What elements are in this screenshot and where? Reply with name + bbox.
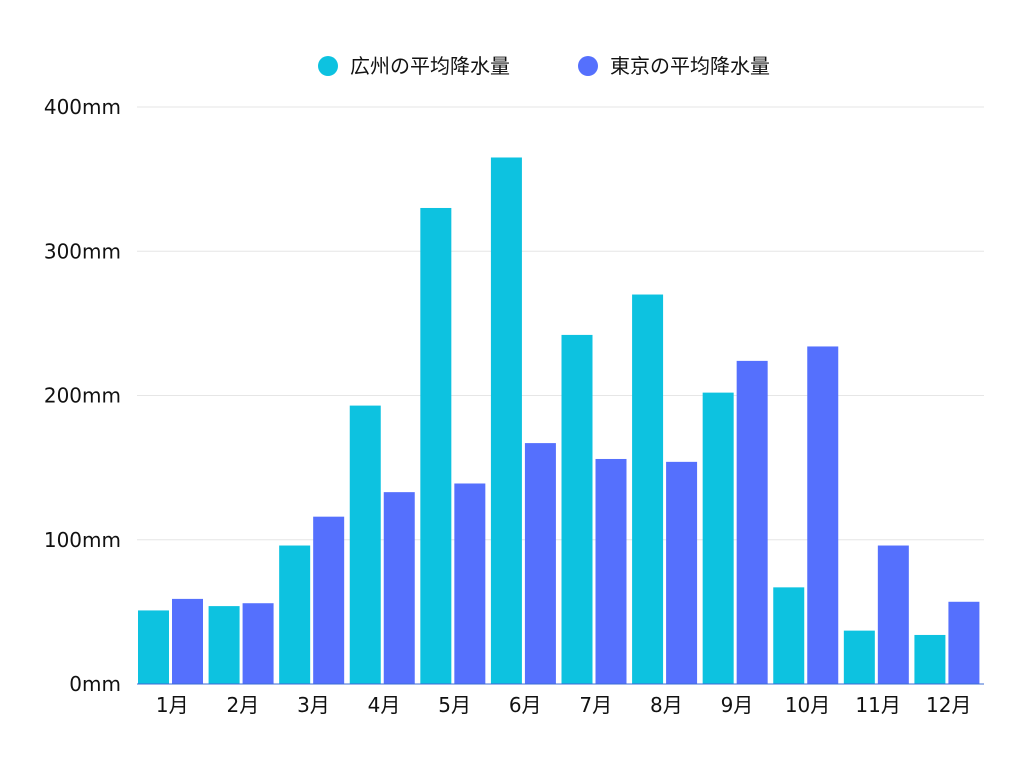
bar-tokyo (948, 601, 980, 684)
x-axis-ticks: 1月 2月 3月 4月 5月 6月 7月 8月 9月 10月 11月 12月 (156, 693, 972, 717)
y-tick-label: 300mm (44, 239, 121, 263)
x-tick-label: 8月 (650, 693, 683, 717)
bar-tokyo (454, 483, 486, 684)
bar-guangzhou (349, 405, 381, 684)
bar-guangzhou (420, 207, 452, 684)
gridlines (137, 106, 984, 685)
bar-tokyo (736, 360, 768, 684)
bar-guangzhou (632, 294, 664, 684)
bar-tokyo (524, 443, 556, 684)
bar-guangzhou (279, 545, 311, 684)
legend: 広州の平均降水量 東京の平均降水量 (318, 54, 770, 78)
bar-guangzhou (208, 606, 240, 684)
legend-swatch-tokyo (578, 56, 598, 76)
x-tick-label: 5月 (438, 693, 471, 717)
legend-label-guangzhou: 広州の平均降水量 (350, 54, 510, 78)
x-tick-label: 7月 (579, 693, 612, 717)
x-tick-label: 6月 (509, 693, 542, 717)
y-tick-label: 200mm (44, 384, 121, 408)
bar-guangzhou (561, 334, 593, 684)
bar-guangzhou (914, 634, 946, 684)
y-axis-ticks: 0mm 100mm 200mm 300mm 400mm (44, 95, 121, 696)
x-tick-label: 11月 (855, 693, 900, 717)
bars (138, 157, 980, 685)
bar-guangzhou (138, 610, 169, 684)
legend-label-tokyo: 東京の平均降水量 (610, 54, 770, 78)
bar-tokyo (666, 461, 698, 684)
x-tick-label: 9月 (721, 693, 754, 717)
x-tick-label: 2月 (227, 693, 260, 717)
bar-guangzhou (843, 630, 875, 684)
bar-tokyo (313, 516, 345, 684)
bar-tokyo (877, 545, 909, 684)
legend-swatch-guangzhou (318, 56, 338, 76)
y-tick-label: 100mm (44, 528, 121, 552)
bar-tokyo (595, 458, 627, 684)
x-tick-label: 10月 (785, 693, 830, 717)
bar-guangzhou (490, 157, 522, 685)
x-tick-label: 3月 (297, 693, 330, 717)
x-tick-label: 1月 (156, 693, 189, 717)
y-tick-label: 0mm (69, 672, 121, 696)
bar-guangzhou (773, 587, 805, 684)
x-tick-label: 4月 (368, 693, 401, 717)
y-tick-label: 400mm (44, 95, 121, 119)
bar-tokyo (172, 598, 203, 684)
x-tick-label: 12月 (926, 693, 971, 717)
bar-tokyo (242, 603, 274, 684)
bar-guangzhou (702, 392, 734, 684)
bar-tokyo (383, 492, 415, 684)
bar-tokyo (807, 346, 839, 684)
